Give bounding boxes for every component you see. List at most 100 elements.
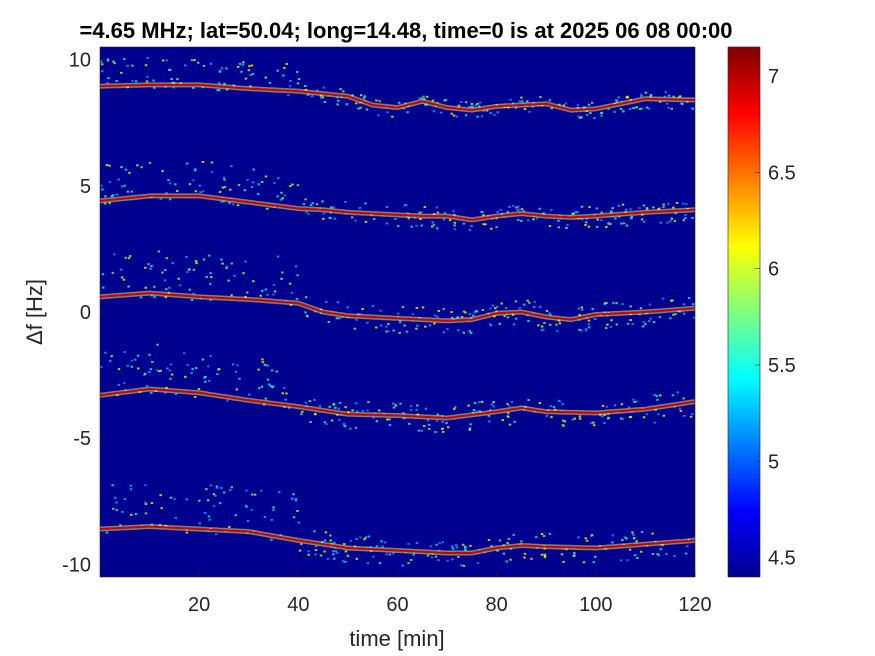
trace-speckle <box>670 299 673 302</box>
trace-speckle <box>419 218 422 221</box>
trace-speckle <box>585 113 589 116</box>
trace-speckle <box>346 554 349 557</box>
trace-speckle <box>503 314 506 317</box>
trace-speckle <box>152 79 155 82</box>
trace-speckle <box>161 271 164 274</box>
trace-speckle <box>548 99 552 102</box>
trace-speckle <box>100 366 103 369</box>
trace-speckle <box>397 312 400 315</box>
trace-speckle <box>225 265 229 268</box>
trace-speckle <box>470 225 473 228</box>
trace-speckle <box>305 211 308 214</box>
trace-speckle <box>367 401 370 404</box>
trace-speckle <box>621 303 624 306</box>
trace-speckle <box>337 407 340 410</box>
trace-speckle <box>251 73 254 76</box>
trace-speckle <box>436 413 440 416</box>
trace-speckle <box>259 294 263 297</box>
trace-speckle <box>438 542 442 545</box>
trace-speckle <box>410 409 413 412</box>
trace-speckle <box>106 58 110 61</box>
trace-speckle <box>432 110 436 113</box>
trace-speckle <box>407 542 410 545</box>
trace-speckle <box>678 407 682 410</box>
trace-speckle <box>532 305 536 308</box>
trace-speckle <box>495 305 499 308</box>
trace-speckle <box>535 536 538 539</box>
trace-speckle <box>168 369 172 372</box>
trace-speckle <box>207 379 211 382</box>
trace-speckle <box>507 404 511 407</box>
trace-speckle <box>472 409 476 412</box>
trace-speckle <box>297 78 301 81</box>
trace-speckle <box>198 184 201 187</box>
trace-speckle <box>285 62 288 65</box>
trace-speckle <box>543 555 547 558</box>
trace-speckle <box>126 64 129 67</box>
trace-speckle <box>471 105 475 108</box>
trace-speckle <box>294 499 298 502</box>
trace-speckle <box>611 541 614 544</box>
trace-speckle <box>561 424 565 427</box>
trace-speckle <box>209 272 212 275</box>
trace-speckle <box>437 309 441 312</box>
trace-speckle <box>682 303 686 306</box>
trace-speckle <box>276 255 280 258</box>
trace-speckle <box>349 539 352 542</box>
trace-speckle <box>244 77 248 80</box>
trace-speckle <box>362 96 366 99</box>
trace-speckle <box>120 71 123 74</box>
trace-speckle <box>555 323 558 326</box>
trace-speckle <box>632 107 635 110</box>
trace-speckle <box>644 323 647 326</box>
trace-speckle <box>691 413 694 416</box>
trace-speckle <box>111 271 115 274</box>
trace-speckle <box>301 410 304 413</box>
trace-speckle <box>605 405 609 408</box>
trace-speckle <box>428 423 431 426</box>
trace-speckle <box>111 484 114 487</box>
trace-speckle <box>109 359 112 362</box>
trace-speckle <box>421 306 425 309</box>
trace-speckle <box>190 372 193 375</box>
trace-speckle <box>578 116 582 119</box>
trace-speckle <box>174 393 178 396</box>
trace-speckle <box>339 88 342 91</box>
trace-speckle <box>610 319 613 322</box>
trace-speckle <box>105 531 109 534</box>
trace-speckle <box>106 59 110 62</box>
trace-speckle <box>220 486 223 489</box>
trace-speckle <box>426 554 430 557</box>
trace-speckle <box>440 427 444 430</box>
trace-speckle <box>484 223 487 226</box>
trace-speckle <box>636 557 639 560</box>
trace-speckle <box>193 59 196 62</box>
trace-speckle <box>236 204 240 207</box>
trace-speckle <box>416 324 419 327</box>
trace-speckle <box>518 100 521 103</box>
trace-speckle <box>642 321 646 324</box>
trace-speckle <box>418 97 421 100</box>
trace-speckle <box>334 550 338 553</box>
trace-speckle <box>218 70 222 73</box>
trace-speckle <box>418 211 422 214</box>
trace-speckle <box>329 539 332 542</box>
trace-speckle <box>512 533 515 536</box>
trace-speckle <box>122 278 126 281</box>
trace-speckle <box>523 108 527 111</box>
trace-speckle <box>626 559 629 562</box>
trace-speckle <box>580 116 583 119</box>
trace-speckle <box>386 111 389 114</box>
trace-speckle <box>215 485 219 488</box>
trace-speckle <box>577 536 580 539</box>
trace-speckle <box>434 314 437 317</box>
trace-speckle <box>401 564 404 567</box>
trace-speckle <box>130 359 134 362</box>
trace-speckle <box>168 69 171 72</box>
trace-speckle <box>278 491 281 494</box>
trace-speckle <box>209 62 213 65</box>
trace-speckle <box>493 113 496 116</box>
trace-speckle <box>578 417 582 420</box>
trace-speckle <box>542 328 545 331</box>
